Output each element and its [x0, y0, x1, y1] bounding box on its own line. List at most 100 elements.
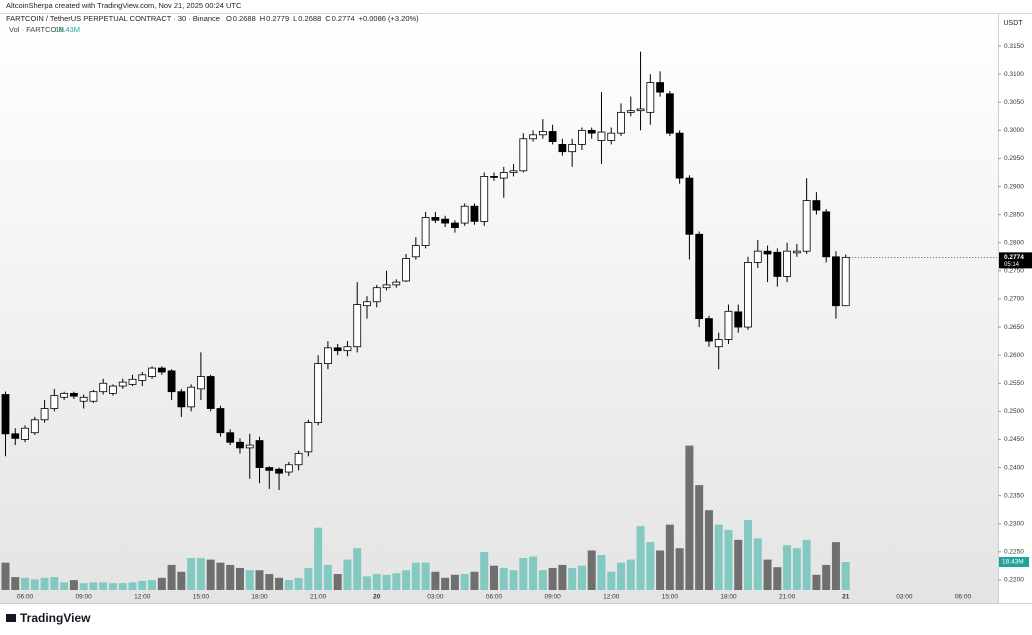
volume-bar	[216, 562, 225, 590]
y-tick-label: 0.3000	[1004, 127, 1024, 134]
ohlc-key: O	[226, 14, 232, 23]
volume-title: Vol · FARTCOIN	[9, 25, 64, 34]
candle-body	[118, 381, 127, 387]
volume-bar	[646, 542, 655, 590]
last-price-tag	[999, 252, 1032, 269]
y-tick-label: 0.3100	[1004, 71, 1024, 78]
candle-body	[636, 108, 645, 112]
candle-body	[783, 250, 791, 277]
candle-body	[40, 408, 49, 421]
volume-bar	[60, 582, 69, 590]
candle-body	[275, 468, 283, 474]
y-tick-label: 0.2600	[1004, 352, 1024, 359]
x-tick-label: 21:00	[779, 594, 796, 601]
candle-body	[499, 172, 508, 179]
volume-bar	[734, 539, 743, 590]
brand-logo: TradingView	[6, 611, 91, 625]
volume-bar	[353, 548, 362, 590]
x-tick-label: 15:00	[193, 594, 210, 601]
candle-body	[333, 347, 342, 352]
y-tick-label: 0.2400	[1004, 464, 1024, 471]
volume-bar	[294, 577, 303, 590]
volume-bar	[665, 524, 674, 590]
y-tick-label: 0.2700	[1004, 296, 1024, 303]
candle-body	[568, 143, 577, 153]
volume-bar	[519, 558, 528, 590]
candle-body	[744, 262, 752, 328]
candle-body	[548, 131, 557, 142]
candle-body	[392, 281, 401, 286]
volume-bar	[157, 577, 166, 590]
candle-body	[578, 129, 586, 145]
candle-body	[265, 467, 274, 471]
candle-body	[617, 111, 625, 134]
volume-bar	[704, 510, 713, 590]
volume-bar	[470, 571, 479, 590]
candle-body	[11, 433, 20, 439]
y-tick-label: 0.2800	[1004, 239, 1024, 246]
candle-body	[597, 131, 606, 141]
volume-bar	[831, 542, 840, 590]
volume-bar	[695, 485, 704, 590]
x-tick-label: 09:00	[76, 594, 93, 601]
volume-bar	[89, 582, 98, 590]
volume-bars	[1, 445, 850, 590]
candle-body	[69, 392, 78, 397]
candle-body	[304, 422, 313, 453]
volume-bar	[773, 567, 782, 590]
ohlc-value: 0.2779	[266, 14, 289, 23]
x-tick-label: 20	[373, 594, 381, 601]
candle-body	[841, 256, 850, 307]
y-tick-label: 0.2450	[1004, 436, 1024, 443]
volume-bar	[284, 580, 293, 590]
candle-body	[284, 464, 293, 473]
volume-bar	[148, 580, 157, 590]
volume-bar	[656, 550, 665, 590]
volume-bar	[402, 570, 411, 590]
price-change: +0.0086 (+3.20%)	[359, 14, 420, 23]
candle-body	[343, 346, 352, 352]
candle-body	[558, 143, 567, 153]
volume-bar	[79, 583, 88, 590]
ohlc-key: H	[260, 14, 265, 23]
y-tick-label: 0.2750	[1004, 268, 1024, 275]
volume-bar	[607, 571, 616, 590]
candle-body	[314, 363, 323, 423]
candle-body	[587, 129, 596, 134]
volume-bar	[714, 524, 723, 590]
y-tick-label: 0.2200	[1004, 577, 1024, 584]
volume-bar	[1, 562, 10, 590]
volume-bar	[333, 574, 342, 590]
candle-body	[490, 176, 498, 178]
candle-body	[167, 370, 176, 393]
volume-bar	[441, 577, 450, 590]
volume-bar	[460, 574, 469, 590]
volume-bar	[744, 520, 753, 590]
x-tick-label: 18:00	[720, 594, 737, 601]
candle-body	[431, 217, 440, 221]
y-tick-label: 0.2900	[1004, 183, 1024, 190]
volume-bar	[568, 567, 577, 590]
candle-body	[646, 82, 655, 113]
candle-body	[21, 427, 29, 440]
candle-body	[705, 318, 713, 342]
candle-body	[50, 395, 59, 409]
volume-bar	[138, 580, 147, 590]
candle-body	[538, 131, 547, 136]
candle-body	[734, 311, 743, 328]
ohlc-value: 0.2688	[298, 14, 321, 23]
volume-bar	[245, 570, 254, 590]
volume-bar	[382, 574, 391, 590]
volume-bar	[792, 548, 801, 590]
candle-body	[30, 419, 39, 434]
volume-bar	[499, 567, 508, 590]
candle-body	[665, 93, 674, 134]
volume-bar	[304, 567, 313, 590]
volume-bar	[577, 565, 586, 590]
axis-unit: USDT	[1003, 20, 1023, 27]
x-tick-label: 03:00	[427, 594, 444, 601]
volume-bar	[177, 571, 186, 590]
candle-body	[216, 408, 225, 434]
y-tick-label: 0.2350	[1004, 492, 1024, 499]
volume-bar	[343, 559, 352, 590]
